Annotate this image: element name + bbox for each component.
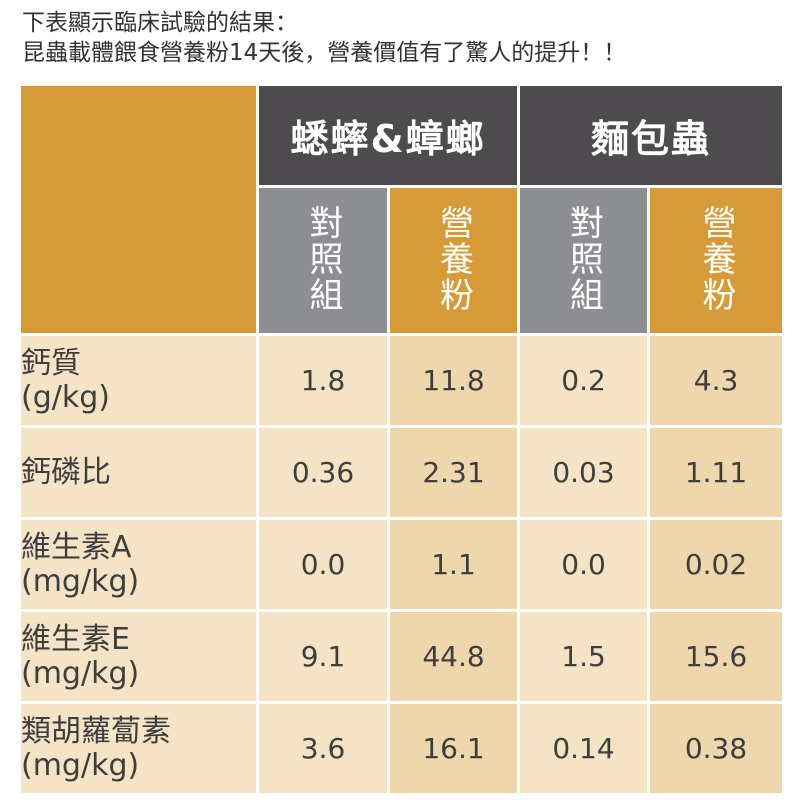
- group-header-crickets-roaches: 蟋蟀&蟑螂: [255, 83, 521, 188]
- subheader-control-1: 對照組: [256, 185, 390, 336]
- trial-results-table: 蟋蟀&蟑螂 麵包蟲 對照組 營養粉 對照組 營養粉 鈣質 (g/kg) 1.8 …: [18, 83, 786, 796]
- value-cell: 1.5: [517, 609, 651, 704]
- value-cell: 15.6: [647, 609, 786, 704]
- value-cell: 1.11: [647, 425, 786, 520]
- value-cell: 2.31: [386, 425, 521, 520]
- intro-line-2: 昆蟲載體餵食營養粉14天後，營養價值有了驚人的提升！！: [22, 40, 627, 66]
- value-cell: 0.03: [517, 425, 651, 520]
- row-name: 鈣磷比: [21, 454, 111, 490]
- subheader-powder-2: 營養粉: [647, 185, 786, 336]
- value-cell: 16.1: [386, 701, 521, 796]
- value-cell: 3.6: [256, 701, 390, 796]
- row-unit: (mg/kg): [21, 563, 140, 599]
- group-header-mealworms: 麵包蟲: [517, 83, 786, 188]
- row-name: 鈣質: [21, 345, 81, 381]
- row-label-vitamin-e: 維生素E (mg/kg): [18, 609, 259, 704]
- value-cell: 0.02: [647, 517, 786, 612]
- row-unit: (mg/kg): [21, 655, 140, 691]
- value-cell: 0.0: [256, 517, 390, 612]
- value-cell: 44.8: [386, 609, 521, 704]
- value-cell: 0.2: [517, 333, 651, 428]
- table-corner: [18, 83, 259, 336]
- value-cell: 0.38: [647, 701, 786, 796]
- value-cell: 0.36: [256, 425, 390, 520]
- table-row: 維生素E (mg/kg) 9.1 44.8 1.5 15.6: [18, 609, 786, 704]
- table-row: 類胡蘿蔔素 (mg/kg) 3.6 16.1 0.14 0.38: [18, 701, 786, 796]
- value-cell: 0.0: [517, 517, 651, 612]
- value-cell: 9.1: [256, 609, 390, 704]
- row-unit: (g/kg): [21, 379, 110, 415]
- table-row: 鈣磷比 0.36 2.31 0.03 1.11: [18, 425, 786, 520]
- row-name: 類胡蘿蔔素: [21, 713, 171, 749]
- row-name: 維生素E: [21, 621, 130, 657]
- row-label-ca-p-ratio: 鈣磷比: [18, 425, 259, 520]
- row-label-calcium: 鈣質 (g/kg): [18, 333, 259, 428]
- intro-text: 下表顯示臨床試驗的結果： 昆蟲載體餵食營養粉14天後，營養價值有了驚人的提升！！: [22, 8, 792, 68]
- value-cell: 1.1: [386, 517, 521, 612]
- value-cell: 11.8: [386, 333, 521, 428]
- subheader-powder-1: 營養粉: [386, 185, 521, 336]
- value-cell: 1.8: [256, 333, 390, 428]
- value-cell: 0.14: [517, 701, 651, 796]
- row-unit: (mg/kg): [21, 747, 140, 783]
- value-cell: 4.3: [647, 333, 786, 428]
- intro-line-1: 下表顯示臨床試驗的結果：: [22, 10, 298, 36]
- subheader-control-2: 對照組: [517, 185, 651, 336]
- row-label-vitamin-a: 維生素A (mg/kg): [18, 517, 259, 612]
- table-row: 維生素A (mg/kg) 0.0 1.1 0.0 0.02: [18, 517, 786, 612]
- table-row: 鈣質 (g/kg) 1.8 11.8 0.2 4.3: [18, 333, 786, 428]
- row-label-carotenoids: 類胡蘿蔔素 (mg/kg): [18, 701, 259, 796]
- row-name: 維生素A: [21, 529, 132, 565]
